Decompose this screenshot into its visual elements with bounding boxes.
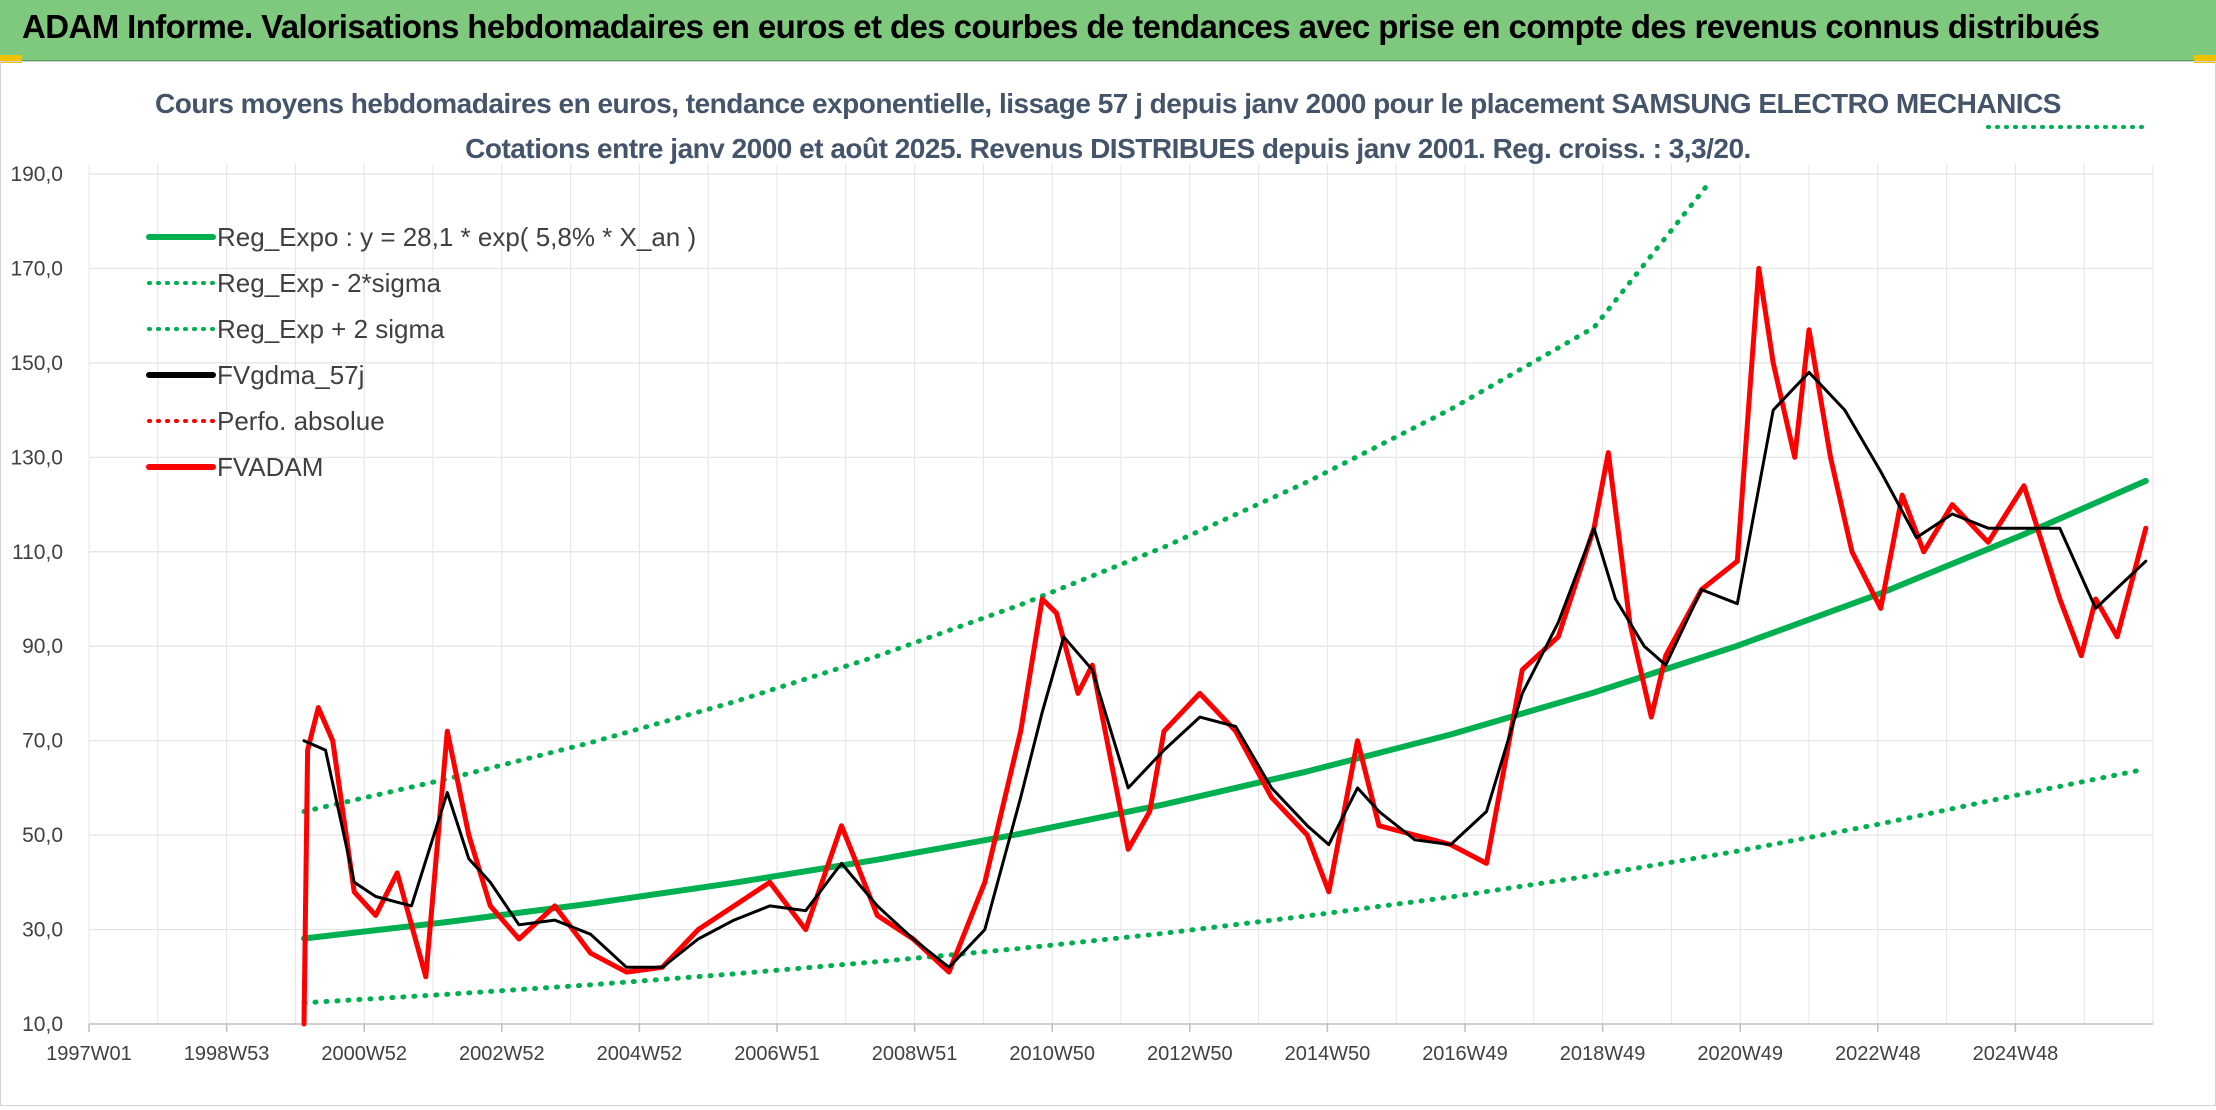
- x-tick-label: 1998W53: [184, 1043, 270, 1065]
- y-tick-label: 150,0: [10, 352, 63, 375]
- chart-subtitle: Cotations entre janv 2000 et août 2025. …: [465, 133, 1751, 164]
- x-tick-label: 2020W49: [1697, 1043, 1783, 1065]
- y-tick-label: 70,0: [22, 730, 63, 753]
- y-tick-label: 130,0: [10, 446, 63, 469]
- y-tick-label: 110,0: [12, 541, 63, 564]
- chart-frame: 10,0 30,0 50,0 70,0 90,0 110,0 130,0 150,0 170,0…: [0, 61, 2216, 1106]
- x-tick-label: 2012W50: [1147, 1043, 1233, 1065]
- series-reg-plus-2sigma-line: [301, 180, 1712, 814]
- series-reg-minus-2sigma-line: [301, 766, 2149, 1006]
- y-tick-label: 30,0: [22, 919, 63, 942]
- chart-svg: 10,0 30,0 50,0 70,0 90,0 110,0 130,0 150,0 170,0…: [10, 88, 2154, 1065]
- x-tick-label: 2004W52: [597, 1043, 683, 1065]
- x-tick-label: 2006W51: [734, 1043, 820, 1065]
- corner-marker-left: [0, 55, 22, 63]
- y-tick-label: 90,0: [22, 635, 63, 658]
- y-tick-label: 170,0: [10, 257, 63, 280]
- series-fvadam-line: [301, 265, 2149, 1027]
- x-tick-label: 2000W52: [321, 1043, 407, 1065]
- series-fvgdma-line: [302, 370, 2148, 969]
- legend-label: Reg_Expo : y = 28,1 * exp( 5,8% * X_an ): [217, 222, 696, 252]
- legend-label: Reg_Exp + 2 sigma: [217, 314, 445, 344]
- series-layer: [301, 180, 2149, 1027]
- x-tick-label: 2016W49: [1422, 1043, 1508, 1065]
- x-tick-label: 2002W52: [459, 1043, 545, 1065]
- axes: 10,0 30,0 50,0 70,0 90,0 110,0 130,0 150,0 170,0…: [10, 163, 2153, 1065]
- x-tick-label: 2018W49: [1560, 1043, 1646, 1065]
- x-tick-label: 2008W51: [872, 1043, 958, 1065]
- chart-title: Cours moyens hebdomadaires en euros, ten…: [155, 88, 2061, 119]
- legend-label: FVADAM: [217, 452, 323, 482]
- x-tick-label: 2024W48: [1973, 1043, 2059, 1065]
- legend-label: Perfo. absolue: [217, 406, 385, 436]
- legend: Reg_Expo : y = 28,1 * exp( 5,8% * X_an )…: [146, 125, 2150, 482]
- corner-marker-right: [2194, 55, 2216, 63]
- y-tick-label: 190,0: [10, 163, 63, 186]
- y-tick-label: 10,0: [22, 1013, 63, 1036]
- report-title: ADAM Informe. Valorisations hebdomadaire…: [22, 8, 2100, 45]
- series-reg-expo-line: [301, 477, 2149, 942]
- x-tick-label: 2022W48: [1835, 1043, 1921, 1065]
- y-tick-label: 50,0: [22, 824, 63, 847]
- report-banner: ADAM Informe. Valorisations hebdomadaire…: [0, 0, 2216, 61]
- legend-label: FVgdma_57j: [217, 360, 364, 390]
- x-tick-label: 2010W50: [1009, 1043, 1095, 1065]
- x-tick-label: 2014W50: [1285, 1043, 1371, 1065]
- legend-label: Reg_Exp - 2*sigma: [217, 268, 442, 298]
- x-tick-label: 1997W01: [46, 1043, 132, 1065]
